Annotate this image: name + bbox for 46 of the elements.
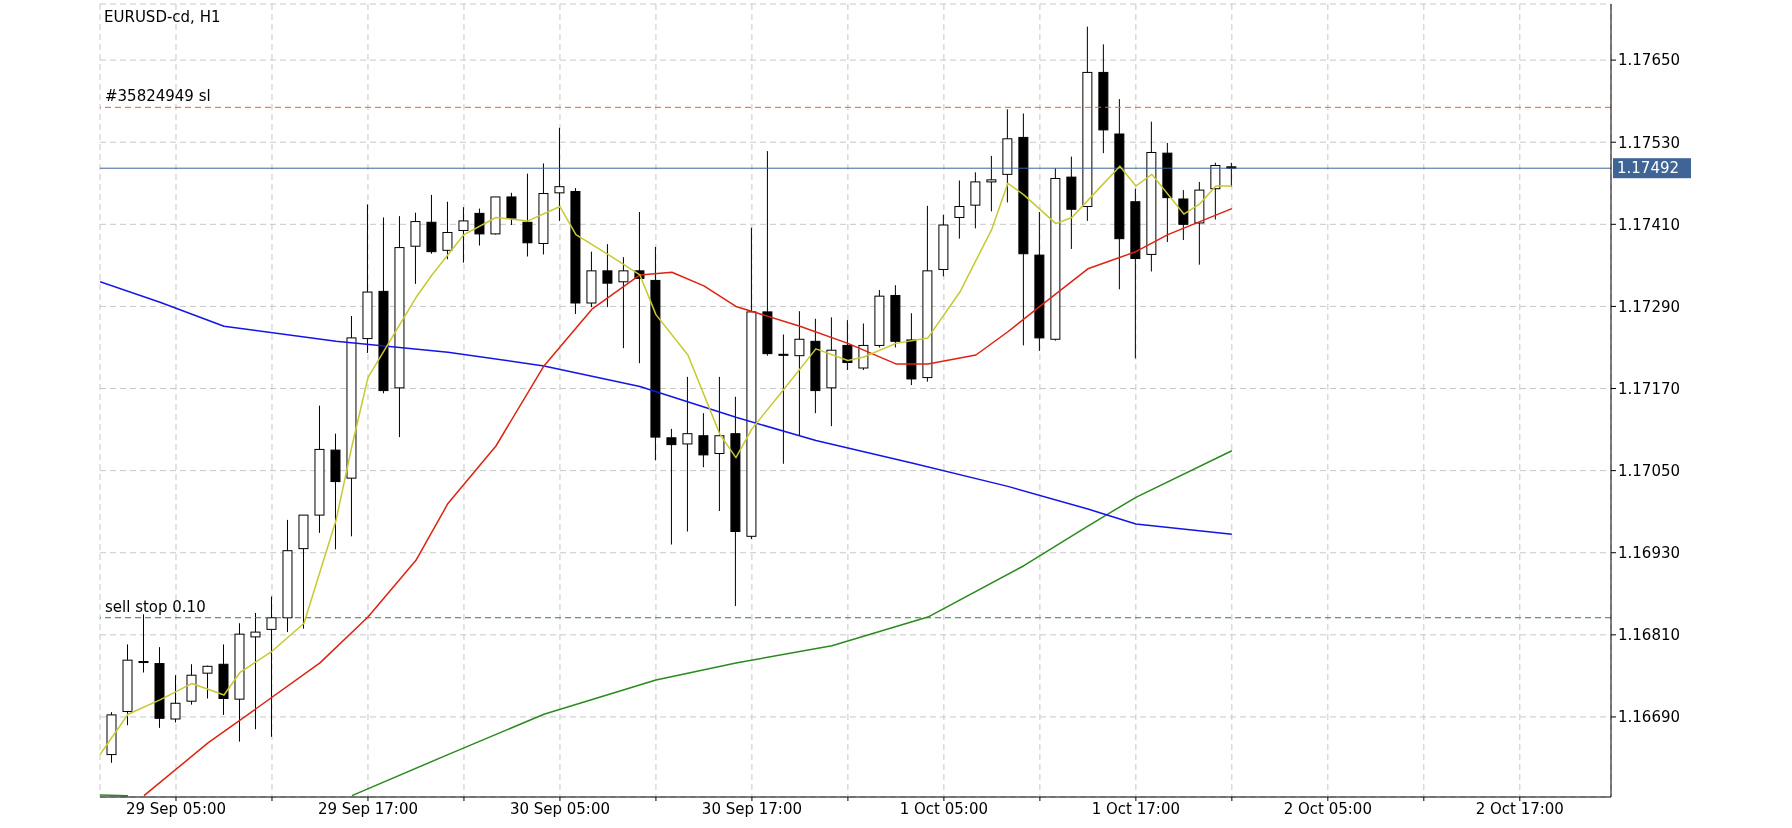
candlestick (170, 674, 181, 723)
y-tick-label: 1.17530 (1618, 133, 1681, 152)
x-tick-label: 1 Oct 17:00 (1091, 799, 1180, 818)
y-tick-label: 1.17050 (1618, 461, 1681, 480)
x-tick-label: 2 Oct 17:00 (1475, 799, 1564, 818)
candlestick (1210, 162, 1221, 221)
y-tick-label: 1.16690 (1618, 708, 1681, 727)
x-tick-label: 29 Sep 05:00 (125, 799, 227, 818)
ref-line-label: 1.17492 (1617, 159, 1680, 178)
x-tick-label: 30 Sep 05:00 (509, 799, 610, 818)
candlestick (602, 243, 613, 308)
candlestick (202, 665, 213, 699)
candlestick (1226, 162, 1237, 188)
y-tick-label: 1.17170 (1618, 379, 1681, 398)
candlestick (666, 428, 677, 546)
x-tick-label: 30 Sep 17:00 (701, 799, 802, 818)
candlestick (506, 192, 517, 226)
candlestick (714, 376, 725, 512)
candlestick (250, 612, 261, 730)
candlestick (618, 256, 629, 349)
x-tick-label: 29 Sep 17:00 (317, 799, 419, 818)
candlestick (442, 201, 453, 260)
candlestick (954, 180, 965, 240)
candlestick (474, 208, 485, 247)
x-tick-label: 2 Oct 05:00 (1283, 799, 1372, 818)
candlestick (970, 171, 981, 229)
candlestick (778, 333, 789, 465)
ref-line-label: #35824949 sl (105, 87, 211, 106)
candlestick (986, 155, 997, 212)
y-tick-label: 1.17290 (1618, 297, 1681, 316)
candlestick (554, 127, 565, 222)
candlestick (698, 412, 709, 468)
candlestick (458, 206, 469, 264)
candlestick (794, 310, 805, 437)
candlestick (522, 173, 533, 257)
chart-title: EURUSD-cd, H1 (104, 8, 221, 26)
x-tick-label: 1 Oct 05:00 (899, 799, 989, 818)
candlestick (682, 376, 693, 533)
ref-line-label: sell stop 0.10 (105, 597, 206, 616)
candlestick (138, 613, 149, 673)
y-tick-label: 1.16810 (1618, 626, 1681, 645)
y-tick-label: 1.17650 (1618, 51, 1681, 70)
candlestick (842, 319, 853, 371)
candlestick (266, 596, 277, 738)
y-tick-label: 1.17410 (1618, 215, 1681, 234)
y-tick-label: 1.16930 (1618, 544, 1681, 563)
